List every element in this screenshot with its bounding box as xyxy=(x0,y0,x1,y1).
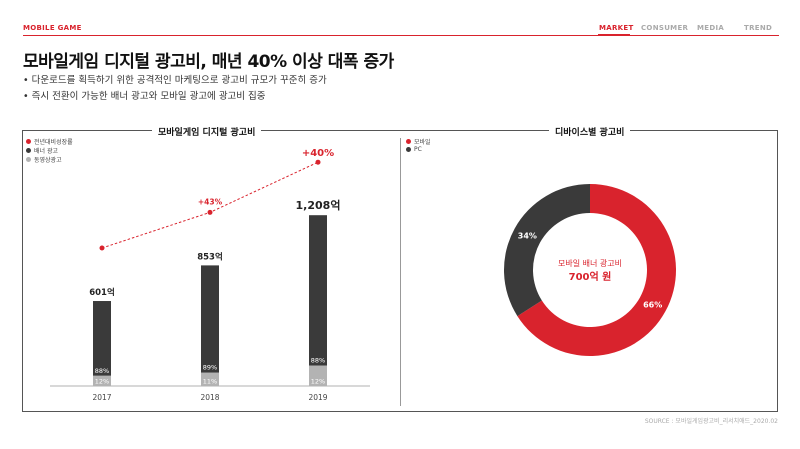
source-note: SOURCE : 모바일게임광고비_리서치애드_2020.02 xyxy=(644,418,778,425)
donut-center-value: 700억 원 xyxy=(569,270,612,283)
bar-video-2017 xyxy=(93,375,111,386)
label-banner-share-2017: 88% xyxy=(95,367,109,375)
bar-banner-2018 xyxy=(201,265,219,373)
bar-video-2019 xyxy=(309,365,327,386)
legend-item-video: 동영상광고 xyxy=(26,155,62,164)
nav-consumer[interactable]: CONSUMER xyxy=(641,24,689,32)
label-video-share-2018: 11% xyxy=(203,378,217,386)
tick-label-2017: 2017 xyxy=(92,393,111,402)
nav-market[interactable]: MARKET xyxy=(599,24,634,32)
left-panel-title: 모바일게임 디지털 광고비 xyxy=(152,125,262,138)
label-total-2017: 601억 xyxy=(89,287,115,298)
label-banner-share-2018: 89% xyxy=(203,364,217,372)
label-total-2019: 1,208억 xyxy=(296,199,341,212)
donut-label-pc: 34% xyxy=(518,232,537,241)
legend-item-growth: 전년대비성장률 xyxy=(26,137,73,146)
bar-banner-2019 xyxy=(309,215,327,366)
legend-dot-growth xyxy=(26,139,31,144)
top-rule xyxy=(23,35,779,36)
growth-point-2017 xyxy=(99,245,105,251)
right-panel-title: 디바이스별 광고비 xyxy=(549,125,631,138)
label-video-share-2019: 12% xyxy=(311,378,325,386)
bar-video-2018 xyxy=(201,372,219,386)
legend-item-banner: 배너 광고 xyxy=(26,146,58,155)
label-banner-share-2019: 88% xyxy=(311,357,325,365)
donut-slice-pc xyxy=(504,184,590,317)
legend-label-banner: 배너 광고 xyxy=(34,148,58,155)
panel-divider xyxy=(400,138,401,406)
growth-point-2018 xyxy=(207,209,213,215)
legend-label-growth: 전년대비성장률 xyxy=(34,139,73,146)
legend-dot-video xyxy=(26,157,31,162)
nav-media[interactable]: MEDIA xyxy=(697,24,725,32)
label-total-2018: 853억 xyxy=(197,251,223,262)
growth-point-2019 xyxy=(315,159,321,165)
legend-dot-mobile xyxy=(406,139,411,144)
legend-item-pc: PC xyxy=(406,146,422,153)
label-video-share-2017: 12% xyxy=(95,378,109,386)
section-label: MOBILE GAME xyxy=(23,24,82,32)
page-title: 모바일게임 디지털 광고비, 매년 40% 이상 대폭 증가 xyxy=(23,52,394,72)
donut-label-mobile: 66% xyxy=(643,300,662,309)
tick-label-2018: 2018 xyxy=(200,393,219,402)
bar-banner-2017 xyxy=(93,301,111,376)
nav-trend[interactable]: TREND xyxy=(744,24,773,32)
donut-center-label: 모바일 배너 광고비 xyxy=(558,258,622,268)
bullet-2: • 즉시 전환이 가능한 배너 광고와 모바일 광고에 광고비 집중 xyxy=(23,91,266,102)
legend-label-mobile: 모바일 xyxy=(414,139,431,146)
bullet-1: • 다운로드를 획득하기 위한 공격적인 마케팅으로 광고비 규모가 꾸준히 증… xyxy=(23,75,327,86)
legend-item-mobile: 모바일 xyxy=(406,137,431,146)
legend-label-pc: PC xyxy=(414,146,422,153)
chart-panel xyxy=(22,130,778,412)
growth-label-2018: +43% xyxy=(198,197,223,206)
growth-label-2019: +40% xyxy=(302,148,334,159)
donut-chart: 66% 34% 모바일 배너 광고비 700억 원 xyxy=(504,184,676,356)
legend-dot-banner xyxy=(26,148,31,153)
donut-slice-mobile xyxy=(517,184,676,356)
bar-chart: 88% 12% 601억 2017 89% 11% 853억 2018 88% 12% 1,208억… xyxy=(50,148,370,402)
legend-dot-pc xyxy=(406,147,411,152)
legend-label-video: 동영상광고 xyxy=(34,157,62,164)
tick-label-2019: 2019 xyxy=(308,393,327,402)
